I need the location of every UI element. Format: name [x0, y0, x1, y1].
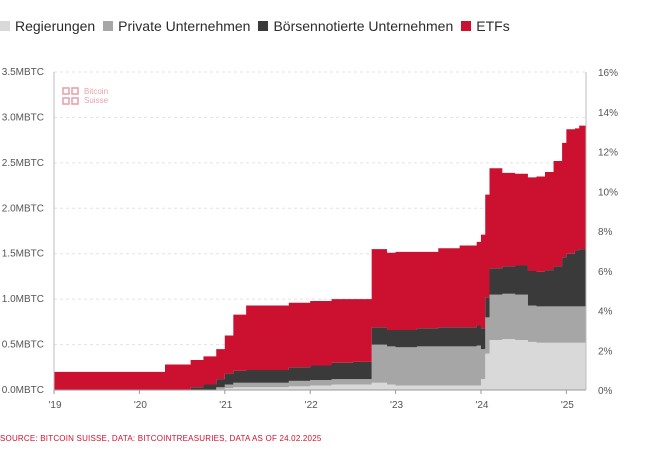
- y2-tick-label: 14%: [598, 108, 618, 119]
- y-tick-label: 3.0MBTC: [2, 112, 44, 123]
- legend-label: ETFs: [476, 18, 510, 34]
- logo-mark-icon: [62, 87, 79, 105]
- legend-label: Private Unternehmen: [118, 18, 251, 34]
- y-tick-label: 2.0MBTC: [2, 203, 44, 214]
- x-tick-label: '19: [48, 400, 61, 411]
- x-tick-label: '23: [390, 400, 403, 411]
- area-series-private-unternehmen: [54, 293, 586, 390]
- logo-text: Bitcoin Suisse: [84, 87, 108, 105]
- y2-tick-label: 8%: [598, 227, 613, 238]
- y2-tick-label: 6%: [598, 267, 613, 278]
- chart-legend: Regierungen Private Unternehmen Börsenno…: [0, 18, 518, 34]
- legend-item-etfs: ETFs: [461, 18, 510, 34]
- area-series: [54, 125, 586, 390]
- y2-tick-label: 0%: [598, 386, 613, 397]
- y-tick-label: 1.5MBTC: [2, 249, 44, 260]
- x-tick-label: '22: [305, 400, 318, 411]
- y2-tick-label: 10%: [598, 187, 618, 198]
- y2-tick-label: 4%: [598, 307, 613, 318]
- legend-swatch: [461, 21, 472, 31]
- legend-item-boersennotierte-unternehmen: Börsennotierte Unternehmen: [258, 18, 453, 34]
- y-tick-label: 3.5MBTC: [2, 67, 44, 78]
- legend-swatch: [103, 21, 114, 31]
- y-tick-label: 1.0MBTC: [2, 294, 44, 305]
- logo-text-line: Bitcoin: [84, 87, 109, 96]
- x-tick-label: '20: [134, 400, 147, 411]
- source-note: SOURCE: BITCOIN SUISSE, DATA: BITCOINTRE…: [0, 434, 322, 443]
- y-tick-label: 2.5MBTC: [2, 158, 44, 169]
- x-tick-label: '21: [219, 400, 232, 411]
- legend-item-regierungen: Regierungen: [0, 18, 95, 34]
- logo-text-line: Suisse: [84, 96, 109, 105]
- x-tick-label: '25: [561, 400, 574, 411]
- legend-swatch: [0, 21, 10, 31]
- area-series-regierungen: [54, 339, 586, 390]
- legend-label: Börsennotierte Unternehmen: [273, 18, 454, 34]
- legend-item-private-unternehmen: Private Unternehmen: [103, 18, 250, 34]
- y-tick-label: 0.5MBTC: [2, 340, 44, 351]
- x-tick-label: '24: [475, 400, 488, 411]
- axes: 0.0MBTC 0.5MBTC 1.0MBTC 1.5MBTC 2.0MBTC 2.5MB…: [2, 67, 618, 411]
- y-tick-label: 0.0MBTC: [2, 385, 44, 396]
- y2-tick-label: 2%: [598, 346, 613, 357]
- area-series-etfs: [54, 125, 586, 390]
- y2-tick-label: 16%: [598, 68, 618, 79]
- bitcoin-suisse-logo: Bitcoin Suisse: [62, 86, 108, 106]
- legend-swatch: [258, 21, 269, 31]
- legend-label: Regierungen: [15, 18, 96, 34]
- y2-tick-label: 12%: [598, 148, 618, 159]
